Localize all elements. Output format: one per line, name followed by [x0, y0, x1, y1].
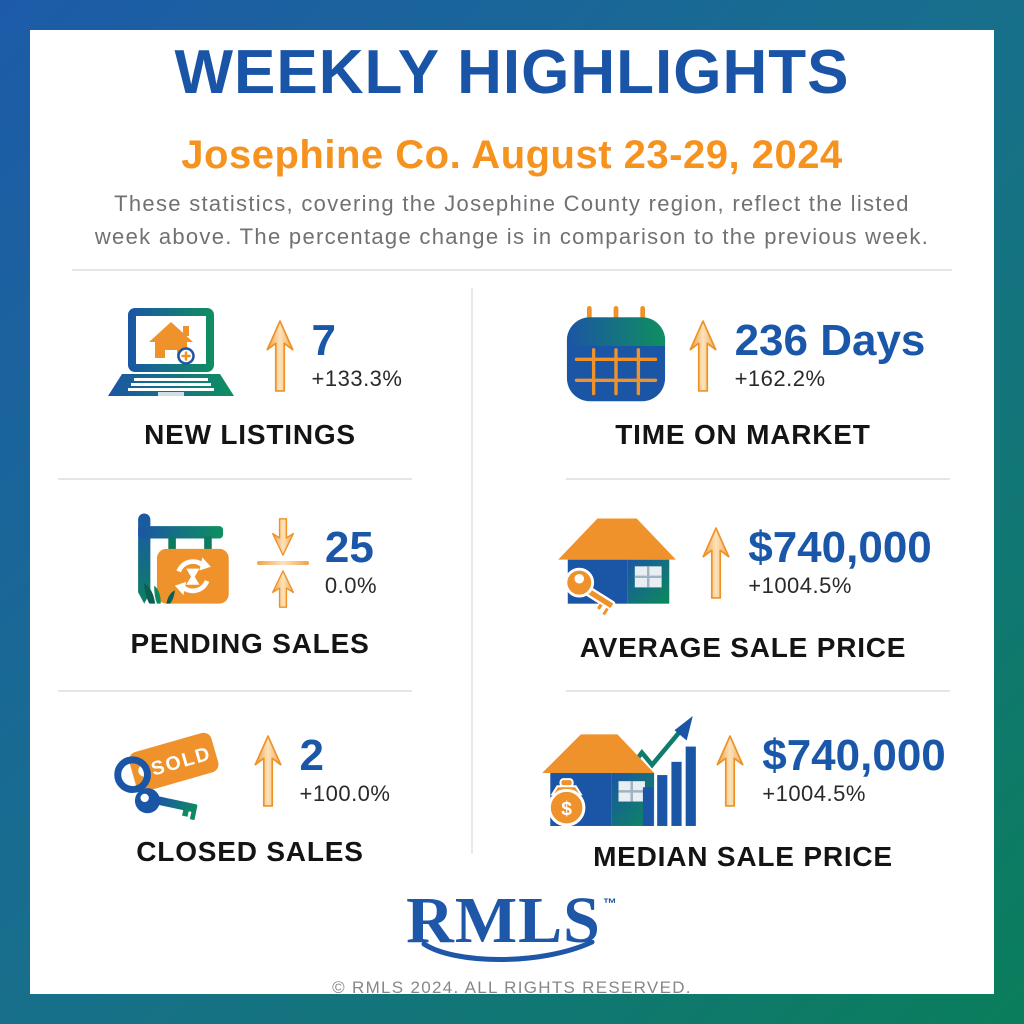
stat-card-median-sale-price: $ $740,000 +1004.5% MEDIAN SALE PRICE — [536, 694, 950, 892]
report-subtitle: Josephine Co. August 23-29, 2024 — [181, 133, 843, 177]
footer: RMLS ™ © RMLS 2024. ALL RIGHTS RESERVED. — [30, 888, 994, 995]
stat-value: $740,000 — [748, 522, 932, 572]
stat-label: NEW LISTINGS — [144, 418, 356, 450]
copyright-text: © RMLS 2024. ALL RIGHTS RESERVED. — [332, 978, 692, 994]
up-arrow-icon — [689, 319, 717, 392]
stat-change: +1004.5% — [748, 573, 852, 599]
calendar-icon — [566, 305, 665, 401]
up-arrow-icon — [253, 734, 282, 807]
up-arrow-icon — [265, 319, 294, 392]
stat-change: 0.0% — [324, 573, 378, 599]
stat-value: 2 — [299, 730, 324, 780]
row-divider — [566, 478, 950, 480]
house-money-chart-icon: $ — [542, 715, 697, 826]
infographic-page: WEEKLY HIGHLIGHTS Josephine Co. August 2… — [30, 30, 994, 994]
stat-value: 236 Days — [734, 315, 926, 365]
description-line-2: week above. The percentage change is in … — [94, 224, 930, 249]
house-key-icon — [558, 518, 677, 618]
stat-card-new-listings: 7 +133.3% NEW LISTINGS — [58, 280, 442, 476]
row-divider — [58, 690, 412, 692]
description: These statistics, covering the Josephine… — [30, 187, 994, 253]
logo-swash — [421, 940, 595, 962]
stat-label: AVERAGE SALE PRICE — [579, 632, 907, 663]
up-arrow-icon — [702, 526, 730, 599]
sold-tag-key-icon: SOLD — [113, 732, 219, 820]
page-title: WEEKLY HIGHLIGHTS — [174, 38, 850, 107]
stat-change: +1004.5% — [762, 781, 866, 807]
column-divider — [471, 288, 473, 854]
stat-card-pending-sales: 25 0.0% PENDING SALES — [58, 482, 442, 688]
row-divider — [58, 478, 412, 480]
stat-card-average-sale-price: $740,000 +1004.5% AVERAGE SALE PRICE — [536, 482, 950, 688]
stat-label: MEDIAN SALE PRICE — [593, 840, 893, 872]
laptop-house-icon — [107, 307, 234, 396]
row-divider — [566, 690, 950, 692]
stat-change: +162.2% — [734, 366, 826, 392]
stat-label: CLOSED SALES — [136, 835, 364, 867]
up-arrow-icon — [716, 734, 744, 807]
stat-value: $740,000 — [762, 730, 946, 780]
stat-change: +100.0% — [299, 781, 391, 807]
stat-card-time-on-market: 236 Days +162.2% TIME ON MARKET — [536, 280, 950, 476]
neutral-arrows-icon — [256, 517, 309, 608]
money-bag-text: $ — [561, 798, 572, 819]
stat-value: 25 — [324, 522, 374, 572]
stat-card-closed-sales: SOLD 2 +100.0% — [58, 694, 442, 892]
description-line-1: These statistics, covering the Josephine… — [114, 191, 910, 216]
stat-label: PENDING SALES — [130, 627, 370, 659]
stat-change: +133.3% — [311, 366, 403, 392]
trademark-symbol: ™ — [602, 895, 618, 911]
neutral-line — [256, 560, 309, 565]
logo-text: RMLS — [406, 884, 601, 957]
stat-value: 7 — [311, 315, 336, 365]
stat-label: TIME ON MARKET — [615, 418, 871, 450]
sale-sign-icon — [138, 512, 229, 604]
header-divider — [72, 269, 952, 271]
rmls-logo: RMLS ™ — [406, 888, 618, 962]
